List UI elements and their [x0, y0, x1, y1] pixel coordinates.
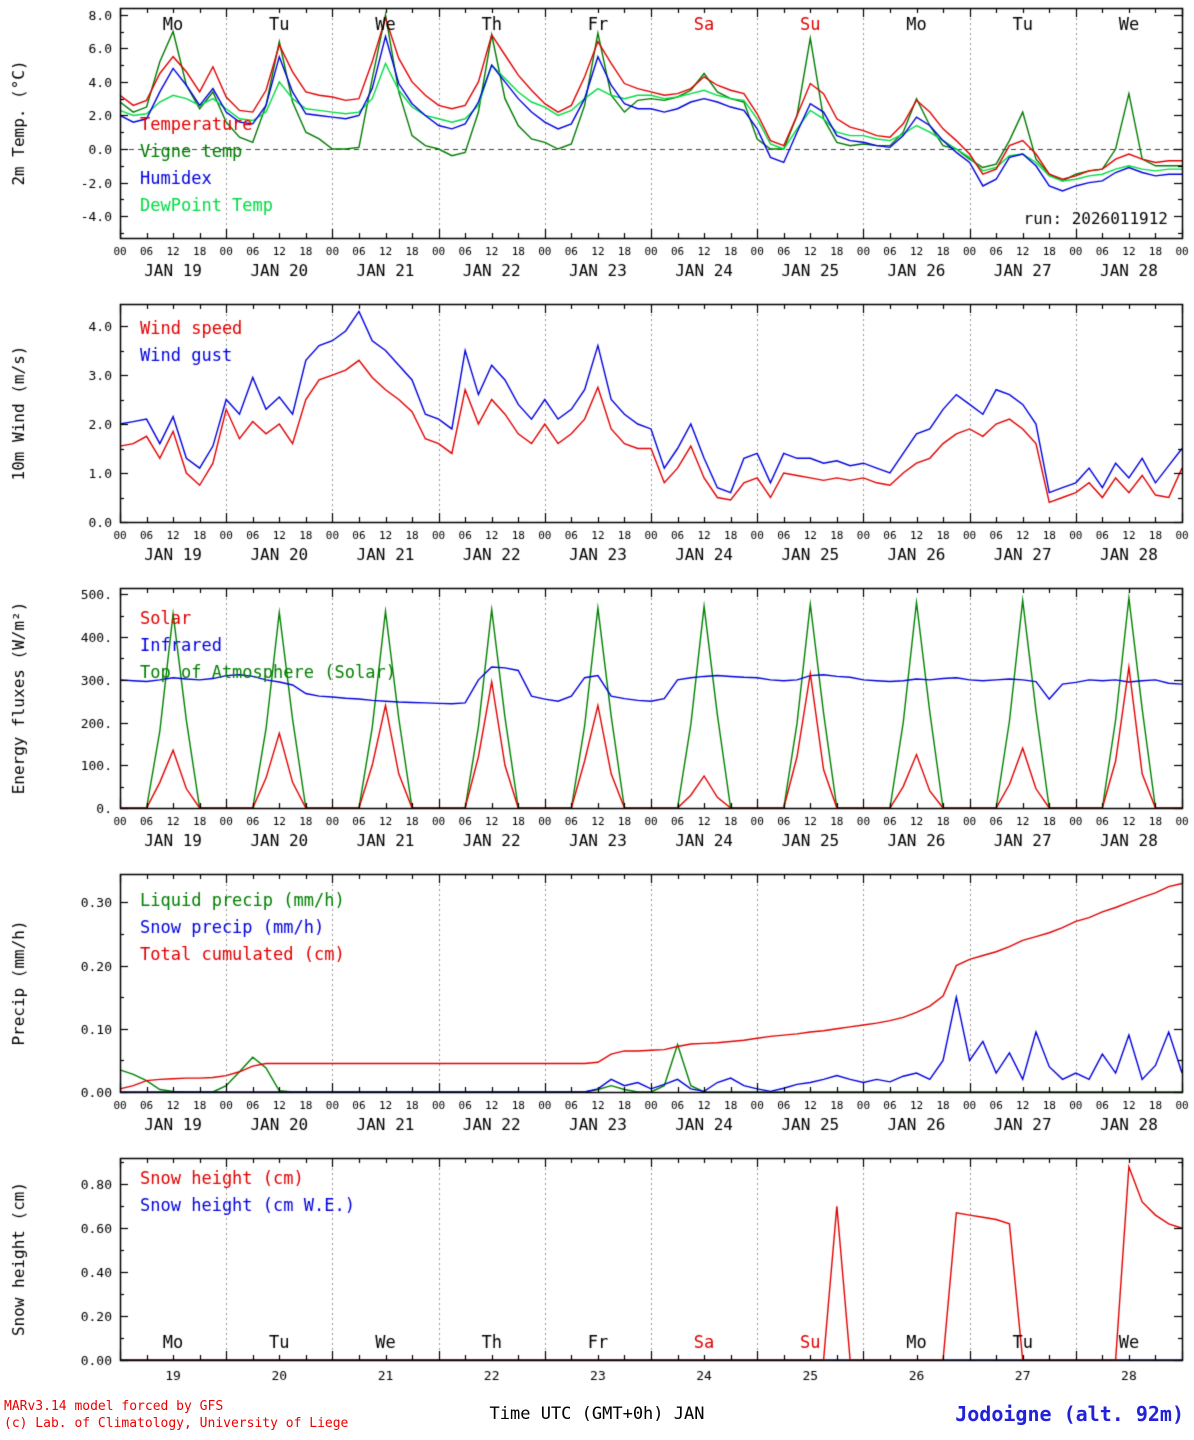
x-axis-title: Time UTC (GMT+0h) JAN: [489, 1404, 705, 1424]
temperature-chart: [0, 0, 1194, 296]
snow-height-chart: [0, 1150, 1194, 1398]
energy-flux-chart: [0, 580, 1194, 866]
precip-chart: [0, 866, 1194, 1150]
station-label: Jodoigne (alt. 92m): [955, 1402, 1184, 1426]
credit-line-1: MARv3.14 model forced by GFS: [4, 1399, 224, 1414]
model-credit: MARv3.14 model forced by GFS (c) Lab. of…: [4, 1398, 348, 1432]
wind-chart: [0, 296, 1194, 580]
footer: MARv3.14 model forced by GFS (c) Lab. of…: [0, 1398, 1194, 1438]
credit-line-2: (c) Lab. of Climatology, University of L…: [4, 1416, 349, 1431]
